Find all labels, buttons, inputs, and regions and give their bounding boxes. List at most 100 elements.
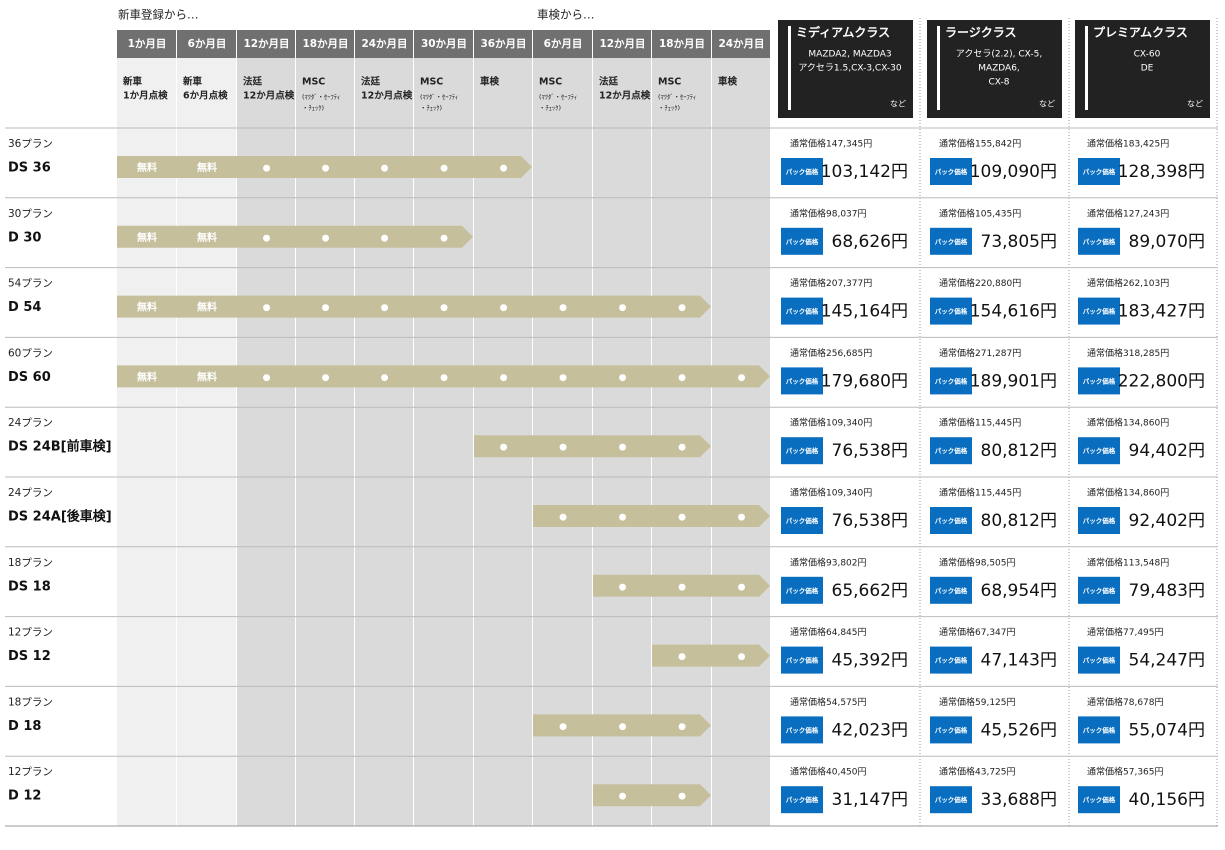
class-bar: [937, 26, 940, 110]
month-header: [355, 30, 413, 58]
badge: [1078, 716, 1120, 744]
cell-mark: ●: [559, 373, 567, 383]
badge-label: パック価格: [1083, 237, 1116, 246]
column-bg: [296, 30, 354, 826]
month-header: [296, 30, 354, 58]
badge: [930, 367, 972, 395]
cell-mark: ●: [619, 303, 627, 313]
pack-price: 222,800円: [1118, 371, 1205, 391]
pack-price: 189,901円: [970, 371, 1057, 391]
cell-mark: ●: [381, 233, 389, 243]
badge: [781, 716, 823, 744]
cell-mark: ●: [322, 164, 330, 174]
cell-mark: ●: [440, 303, 448, 313]
pack-price: 109,090円: [970, 162, 1057, 182]
plan-label: 60プラン: [8, 347, 53, 359]
plan-name: DS 60: [8, 370, 51, 385]
cell-mark: ●: [559, 513, 567, 523]
badge-label: パック価格: [786, 237, 819, 246]
class-bar: [1085, 26, 1088, 110]
pack-price: 33,688円: [981, 790, 1057, 810]
regular-price: 通常価格271,287円: [939, 347, 1021, 359]
service-label: (ﾏﾂﾀﾞ・ｾｰﾌﾃｨ: [420, 93, 458, 101]
class-bar: [788, 26, 791, 110]
regular-price: 通常価格115,445円: [939, 417, 1021, 429]
badge: [1078, 437, 1120, 465]
service-label: (ﾏﾂﾀﾞ・ｾｰﾌﾃｨ: [539, 93, 577, 101]
badge-label: パック価格: [1083, 795, 1116, 804]
cell-mark: 無料: [197, 161, 217, 174]
column-bg: [593, 30, 651, 826]
badge: [781, 507, 823, 534]
column-bg: [355, 30, 413, 826]
regular-price: 通常価格318,285円: [1087, 347, 1169, 359]
badge: [930, 437, 972, 465]
badge-label: パック価格: [786, 307, 819, 316]
badge-label: パック価格: [786, 516, 819, 525]
badge-label: パック価格: [786, 376, 819, 385]
column-bg: [177, 30, 236, 826]
cell-mark: ●: [619, 582, 627, 592]
cell-mark: ●: [500, 443, 508, 453]
regular-price: 通常価格127,243円: [1087, 207, 1169, 219]
plan-label: 30プラン: [8, 208, 53, 220]
cell-mark: ●: [381, 373, 389, 383]
badge-label: パック価格: [786, 725, 819, 734]
class-note: など: [890, 100, 906, 109]
badge-label: パック価格: [935, 237, 968, 246]
column-bg: [652, 30, 711, 826]
badge-label: パック価格: [935, 656, 968, 665]
class-box: [1075, 20, 1210, 118]
badge-label: パック価格: [786, 795, 819, 804]
badge-label: パック価格: [1083, 586, 1116, 595]
service-label: 12か月点検: [599, 90, 651, 102]
service-label: 新車: [183, 76, 203, 88]
service-label: (ﾏﾂﾀﾞ・ｾｰﾌﾃｨ: [658, 93, 696, 101]
badge-label: パック価格: [935, 586, 968, 595]
plan-name: D 18: [8, 719, 41, 734]
regular-price: 通常価格57,365円: [1087, 766, 1164, 778]
cell-mark: ●: [440, 373, 448, 383]
month-header: [652, 30, 711, 58]
month-header: [474, 30, 532, 58]
pack-price: 45,526円: [981, 720, 1057, 740]
service-label: MSC: [539, 77, 562, 88]
plan-label: 12プラン: [8, 766, 53, 778]
regular-price: 通常価格220,880円: [939, 277, 1021, 289]
pack-price: 183,427円: [1118, 302, 1205, 322]
pack-price: 68,954円: [981, 581, 1057, 601]
regular-price: 通常価格67,347円: [939, 626, 1016, 638]
cell-mark: ●: [263, 303, 271, 313]
class-models: アクセラ(2.2), CX-5,: [956, 49, 1042, 60]
plan-name: DS 36: [8, 161, 51, 176]
regular-price: 通常価格105,435円: [939, 207, 1021, 219]
cell-mark: ●: [619, 443, 627, 453]
badge: [930, 297, 972, 325]
regular-price: 通常価格98,037円: [790, 207, 867, 219]
cell-mark: ●: [263, 233, 271, 243]
plan-label: 18プラン: [8, 557, 53, 569]
service-label: ・ﾁｪｯｸ): [420, 104, 442, 112]
service-label: (ﾏﾂﾀﾞ・ｾｰﾌﾃｨ: [302, 93, 340, 101]
plan-arrow: [117, 365, 770, 388]
cell-mark: ●: [678, 652, 686, 662]
service-label: 6か月点検: [183, 90, 228, 102]
service-label: 法廷: [361, 76, 381, 88]
plan-label: 24プラン: [8, 417, 53, 429]
plan-name: DS 24B[前車検]: [8, 439, 112, 455]
regular-price: 通常価格134,860円: [1087, 417, 1169, 429]
month-label: 36か月目: [480, 38, 526, 50]
month-label: 30か月目: [421, 38, 467, 50]
month-header: [712, 30, 770, 58]
class-models: MAZDA2, MAZDA3: [808, 50, 891, 60]
month-header: [117, 30, 176, 58]
service-label: 新車: [123, 76, 143, 88]
badge: [930, 576, 972, 604]
regular-price: 通常価格134,860円: [1087, 487, 1169, 499]
plan-name: D 54: [8, 300, 41, 315]
badge-label: パック価格: [1083, 167, 1116, 176]
cell-mark: ●: [440, 164, 448, 174]
regular-price: 通常価格78,678円: [1087, 696, 1164, 708]
badge-label: パック価格: [1083, 307, 1116, 316]
pack-price: 31,147円: [832, 790, 908, 810]
